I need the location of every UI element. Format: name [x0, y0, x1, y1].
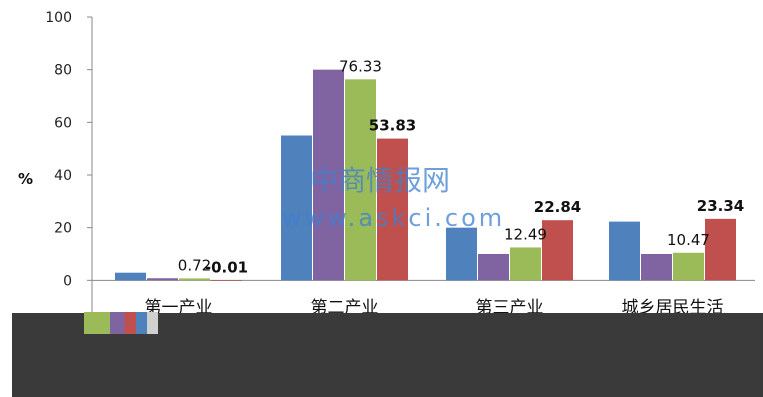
data-label: -0.01	[205, 258, 248, 276]
bar	[478, 254, 509, 281]
y-tick-label: 80	[54, 63, 72, 79]
bar	[641, 254, 672, 281]
bar	[673, 252, 704, 281]
y-tick-label: 100	[45, 10, 72, 26]
data-label: 22.84	[534, 198, 581, 216]
bar	[211, 280, 242, 281]
bar	[609, 221, 640, 281]
data-label: 0.72	[178, 256, 211, 274]
bar	[446, 227, 477, 281]
bar	[147, 278, 178, 281]
data-label: 76.33	[339, 57, 382, 75]
watermark-url: www.askci.com	[282, 204, 505, 232]
data-labels: 0.72-0.01 76.33 53.83 12.49 22.84 10.47 23.34	[178, 57, 744, 276]
bar	[281, 135, 312, 281]
bar	[705, 218, 736, 281]
data-label: 53.83	[369, 117, 416, 135]
y-tick-label: 60	[54, 115, 72, 131]
y-tick-label: 40	[54, 168, 72, 184]
bar	[115, 272, 146, 281]
y-axis-title: %	[18, 170, 33, 188]
bar	[313, 69, 344, 281]
data-label: 23.34	[697, 197, 744, 215]
bar	[510, 247, 541, 281]
bar	[542, 220, 573, 281]
data-label: 10.47	[667, 231, 710, 249]
y-tick-label: 20	[54, 221, 72, 237]
bar	[377, 138, 408, 281]
bars	[115, 69, 736, 281]
y-tick-label: 0	[63, 273, 72, 289]
data-label: 12.49	[504, 225, 547, 243]
bar	[345, 79, 376, 281]
watermark-title: 中商情报网	[310, 164, 450, 197]
legend-fragment	[84, 312, 158, 334]
bar	[179, 278, 210, 281]
